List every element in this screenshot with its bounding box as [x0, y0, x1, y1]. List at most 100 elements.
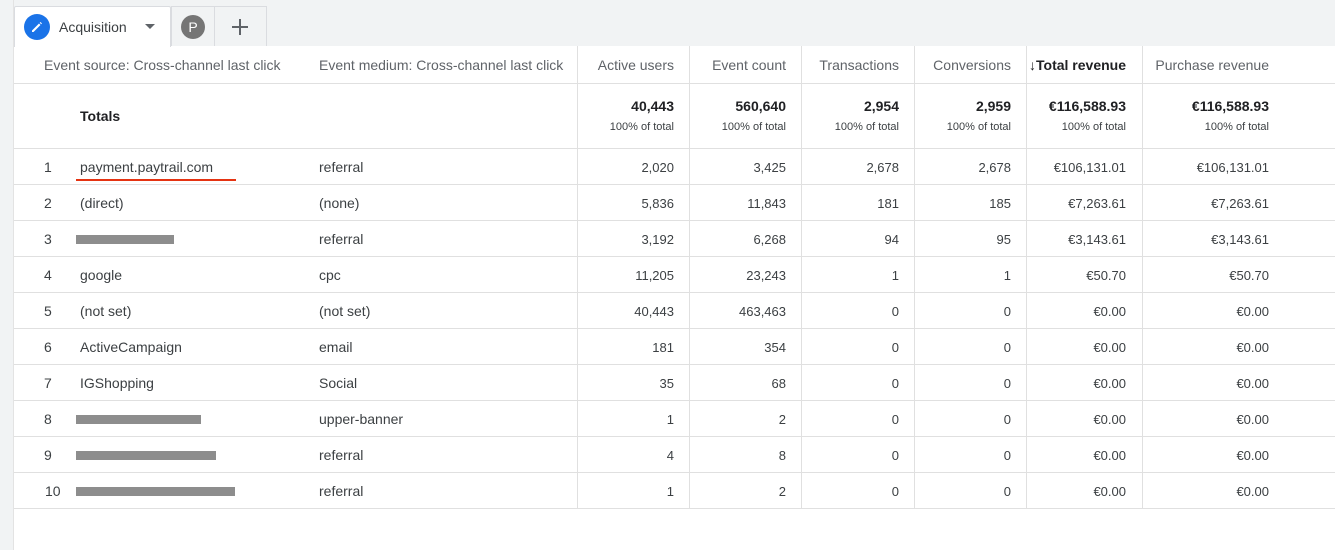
row-active-users: 35 — [659, 376, 674, 391]
header-conversions[interactable]: Conversions — [933, 57, 1011, 73]
header-event-medium[interactable]: Event medium: Cross-channel last click — [319, 57, 564, 73]
table-row[interactable]: 10 referral 1 2 0 0 €0.00 €0.00 — [14, 473, 1335, 509]
table-row[interactable]: 9 referral 4 8 0 0 €0.00 €0.00 — [14, 437, 1335, 473]
row-active-users: 181 — [652, 340, 674, 355]
column-divider — [914, 46, 915, 508]
row-event-medium: cpc — [319, 267, 341, 283]
row-conversions: 0 — [1003, 304, 1011, 319]
table-row[interactable]: 8 upper-banner 1 2 0 0 €0.00 €0.00 — [14, 401, 1335, 437]
row-event-medium: Social — [319, 375, 358, 391]
row-index: 8 — [44, 411, 52, 427]
table-header-row: Event source: Cross-channel last click E… — [14, 46, 1335, 84]
table-row[interactable]: 5 (not set) (not set) 40,443 463,463 0 0 €0.00 €… — [14, 293, 1335, 329]
column-divider — [577, 46, 578, 508]
row-event-medium: (none) — [319, 195, 360, 211]
row-transactions: 1 — [891, 268, 899, 283]
row-conversions: 0 — [1003, 448, 1011, 463]
row-event-source[interactable]: (not set) — [80, 303, 132, 319]
row-conversions: 0 — [1003, 340, 1011, 355]
row-transactions: 181 — [877, 196, 899, 211]
row-total-revenue: €50.70 — [1086, 268, 1126, 283]
row-event-count: 2 — [778, 484, 786, 499]
row-transactions: 0 — [891, 304, 899, 319]
redacted-source — [76, 487, 235, 496]
row-index: 7 — [44, 375, 52, 391]
totals-conversions-pct: 100% of total — [946, 121, 1011, 133]
totals-active-users-pct: 100% of total — [609, 121, 674, 133]
row-active-users: 1 — [666, 484, 674, 499]
row-index: 9 — [44, 447, 52, 463]
row-event-count: 11,843 — [747, 196, 786, 211]
row-conversions: 0 — [1003, 412, 1011, 427]
header-event-source[interactable]: Event source: Cross-channel last click — [44, 57, 281, 73]
row-event-medium: upper-banner — [319, 411, 404, 427]
table-row[interactable]: 4 google cpc 11,205 23,243 1 1 €50.70 €50.70 — [14, 257, 1335, 293]
table-row[interactable]: 1 payment.paytrail.com referral 2,020 3,425 2… — [14, 149, 1335, 185]
add-tab-button[interactable] — [215, 6, 267, 46]
row-event-source[interactable]: google — [80, 267, 123, 283]
row-event-count: 354 — [764, 340, 786, 355]
tab-p[interactable]: P — [171, 6, 215, 46]
row-total-revenue: €0.00 — [1093, 412, 1126, 427]
totals-total-revenue-pct: 100% of total — [1061, 121, 1126, 133]
row-purchase-revenue: €0.00 — [1236, 484, 1269, 499]
column-divider — [801, 46, 802, 508]
row-index: 10 — [45, 483, 61, 499]
header-transactions[interactable]: Transactions — [819, 57, 899, 73]
row-event-source[interactable]: ActiveCampaign — [80, 339, 182, 355]
header-event-count[interactable]: Event count — [712, 57, 786, 73]
row-transactions: 0 — [891, 484, 899, 499]
totals-purchase-revenue: €116,588.93 — [1191, 98, 1269, 114]
row-active-users: 4 — [666, 448, 674, 463]
row-event-count: 3,425 — [753, 160, 786, 175]
avatar: P — [181, 15, 205, 39]
row-index: 2 — [44, 195, 52, 211]
row-purchase-revenue: €0.00 — [1236, 448, 1269, 463]
column-divider — [1142, 46, 1143, 508]
table-row[interactable]: 6 ActiveCampaign email 181 354 0 0 €0.00 €0.00 — [14, 329, 1335, 365]
row-conversions: 0 — [1003, 376, 1011, 391]
row-event-count: 68 — [771, 376, 786, 391]
row-event-medium: referral — [319, 159, 364, 175]
totals-active-users: 40,443 — [631, 98, 674, 114]
row-conversions: 185 — [989, 196, 1011, 211]
row-event-count: 6,268 — [753, 232, 786, 247]
row-active-users: 1 — [666, 412, 674, 427]
header-total-revenue[interactable]: ↓Total revenue — [1029, 57, 1126, 73]
totals-event-count-pct: 100% of total — [721, 121, 786, 133]
table-row[interactable]: 7 IGShopping Social 35 68 0 0 €0.00 €0.00 — [14, 365, 1335, 401]
row-total-revenue: €7,263.61 — [1068, 196, 1126, 211]
chevron-down-icon[interactable] — [145, 24, 155, 29]
tab-acquisition[interactable]: Acquisition — [14, 6, 171, 47]
row-index: 5 — [44, 303, 52, 319]
pencil-icon[interactable] — [24, 14, 50, 40]
row-event-medium: referral — [319, 447, 364, 463]
row-event-count: 8 — [778, 448, 786, 463]
totals-event-count: 560,640 — [735, 98, 786, 114]
row-event-source[interactable]: payment.paytrail.com — [80, 159, 214, 175]
row-event-source[interactable]: (direct) — [80, 195, 124, 211]
row-purchase-revenue: €3,143.61 — [1211, 232, 1269, 247]
row-event-medium: email — [319, 339, 353, 355]
row-conversions: 95 — [996, 232, 1011, 247]
table-body: 1 payment.paytrail.com referral 2,020 3,425 2… — [14, 149, 1335, 509]
row-purchase-revenue: €0.00 — [1236, 304, 1269, 319]
row-transactions: 94 — [884, 232, 899, 247]
plus-icon — [232, 19, 248, 35]
header-purchase-revenue[interactable]: Purchase revenue — [1155, 57, 1269, 73]
row-total-revenue: €0.00 — [1093, 340, 1126, 355]
row-event-medium: (not set) — [319, 303, 371, 319]
table-row[interactable]: 3 referral 3,192 6,268 94 95 €3,143.61 €3,143.6… — [14, 221, 1335, 257]
row-index: 3 — [44, 231, 52, 247]
row-purchase-revenue: €106,131.01 — [1196, 160, 1269, 175]
row-total-revenue: €3,143.61 — [1068, 232, 1126, 247]
report-table: Event source: Cross-channel last click E… — [14, 46, 1335, 509]
row-event-source[interactable]: IGShopping — [80, 375, 154, 391]
header-active-users[interactable]: Active users — [597, 57, 674, 73]
table-row[interactable]: 2 (direct) (none) 5,836 11,843 181 185 €7,263.6… — [14, 185, 1335, 221]
row-purchase-revenue: €7,263.61 — [1211, 196, 1269, 211]
row-transactions: 0 — [891, 340, 899, 355]
row-purchase-revenue: €0.00 — [1236, 340, 1269, 355]
column-divider — [1026, 46, 1027, 508]
left-edge-bar — [0, 0, 14, 550]
